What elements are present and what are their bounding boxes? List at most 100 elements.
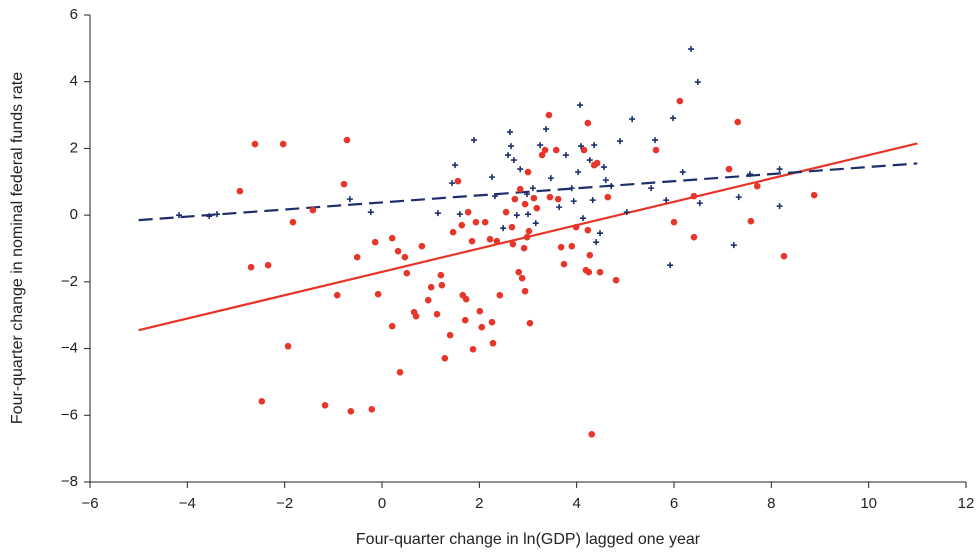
dot-point bbox=[438, 281, 446, 289]
plus-point bbox=[591, 142, 598, 149]
y-axis-label: Four-quarter change in nominal federal f… bbox=[9, 72, 26, 424]
dot-point bbox=[284, 342, 292, 350]
plus-point bbox=[652, 137, 659, 144]
dot-point bbox=[585, 268, 593, 276]
dot-point bbox=[469, 345, 477, 353]
plus-point bbox=[694, 79, 701, 86]
plus-point bbox=[470, 137, 477, 144]
dot-point bbox=[388, 234, 396, 242]
dot-point bbox=[251, 140, 259, 148]
y-tick-label: 2 bbox=[70, 139, 78, 156]
dot-point bbox=[458, 221, 466, 229]
plus-point bbox=[776, 203, 783, 210]
plus-point bbox=[506, 129, 513, 136]
plus-point bbox=[608, 183, 615, 190]
dot-point bbox=[347, 407, 355, 415]
dot-point bbox=[533, 204, 541, 212]
plus-point bbox=[593, 239, 600, 246]
dot-point bbox=[652, 146, 660, 154]
x-tick-label: 4 bbox=[572, 495, 580, 512]
dot-point bbox=[340, 180, 348, 188]
dot-point bbox=[461, 316, 469, 324]
plus-point bbox=[579, 215, 586, 222]
dot-point bbox=[515, 268, 523, 276]
plus-point bbox=[730, 242, 737, 249]
plus-point bbox=[449, 180, 456, 187]
dot-point bbox=[353, 253, 361, 261]
plus-point bbox=[488, 174, 495, 181]
y-tick-label: −2 bbox=[61, 273, 78, 290]
plus-point bbox=[525, 211, 531, 218]
plus-point bbox=[663, 197, 670, 204]
plus-point bbox=[547, 175, 554, 182]
plus-point bbox=[500, 225, 507, 232]
dot-point bbox=[596, 268, 604, 276]
dot-point bbox=[586, 251, 594, 259]
dot-point bbox=[343, 136, 351, 144]
plus-point bbox=[510, 157, 517, 164]
plus-point bbox=[176, 212, 183, 219]
plus-point bbox=[616, 138, 623, 145]
dot-point bbox=[394, 247, 402, 255]
dot-point bbox=[525, 227, 533, 235]
dot-point bbox=[753, 182, 761, 190]
dot-point bbox=[538, 151, 546, 159]
dot-point bbox=[258, 397, 266, 405]
plus-point bbox=[206, 213, 213, 220]
dot-point bbox=[333, 291, 341, 299]
plus-point bbox=[623, 209, 630, 216]
dot-point bbox=[418, 242, 426, 250]
dot-point bbox=[552, 146, 560, 154]
dot-point bbox=[488, 318, 496, 326]
plus-point bbox=[214, 211, 221, 218]
dot-point bbox=[690, 192, 698, 200]
dot-point bbox=[588, 430, 596, 438]
dot-point bbox=[401, 253, 409, 261]
x-tick-label: 8 bbox=[767, 495, 775, 512]
x-tick-label: 2 bbox=[475, 495, 483, 512]
x-tick-label: −4 bbox=[179, 495, 196, 512]
dot-point bbox=[572, 223, 580, 231]
dot-point bbox=[516, 185, 524, 193]
dot-point bbox=[523, 233, 531, 241]
dot-point bbox=[388, 322, 396, 330]
dot-point bbox=[554, 195, 562, 203]
x-tick-label: 0 bbox=[378, 495, 386, 512]
dot-point bbox=[478, 323, 486, 331]
dot-point bbox=[508, 223, 516, 231]
y-tick-label: 4 bbox=[70, 73, 78, 90]
dot-point bbox=[481, 218, 489, 226]
dot-point bbox=[368, 405, 376, 413]
plus-point bbox=[577, 102, 584, 109]
plus-point bbox=[562, 152, 569, 159]
dot-point bbox=[279, 140, 287, 148]
dot-point bbox=[476, 307, 484, 315]
x-tick-label: −6 bbox=[81, 495, 98, 512]
y-tick-label: −6 bbox=[61, 406, 78, 423]
dot-point bbox=[437, 271, 445, 279]
plus-point bbox=[434, 210, 441, 217]
dot-point bbox=[511, 195, 519, 203]
y-tick-label: −8 bbox=[61, 473, 78, 490]
dot-point bbox=[734, 118, 742, 126]
plus-point bbox=[696, 200, 703, 207]
y-tick-label: 6 bbox=[70, 6, 78, 23]
dot-point bbox=[309, 206, 317, 214]
dot-point bbox=[593, 159, 601, 167]
dot-point bbox=[468, 237, 476, 245]
plus-point bbox=[600, 164, 607, 171]
dot-point bbox=[541, 146, 549, 154]
dot-point bbox=[520, 244, 528, 252]
dot-point bbox=[604, 193, 612, 201]
dot-point bbox=[584, 119, 592, 127]
dot-point bbox=[446, 331, 454, 339]
dot-point bbox=[374, 290, 382, 298]
dot-point bbox=[489, 339, 497, 347]
plus-point bbox=[688, 46, 695, 53]
x-tick-label: −2 bbox=[276, 495, 293, 512]
dot-point bbox=[433, 310, 441, 318]
dot-point bbox=[557, 243, 565, 251]
plus-point bbox=[537, 142, 544, 149]
dot-point bbox=[496, 291, 504, 299]
plus-point bbox=[746, 171, 753, 178]
